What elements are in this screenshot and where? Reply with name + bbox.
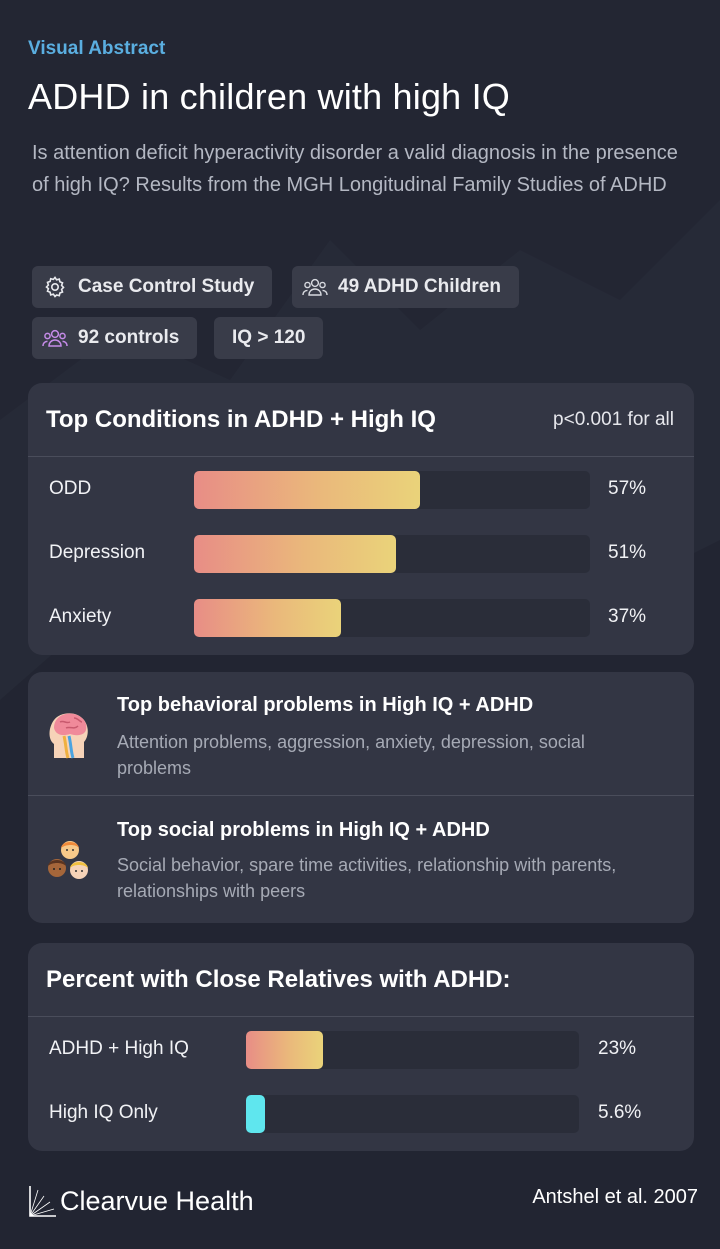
bar-track: [246, 1031, 579, 1069]
conditions-card: Top Conditions in ADHD + High IQ p<0.001…: [28, 383, 694, 655]
bar-track: [194, 471, 590, 509]
bar-value-label: 37%: [608, 606, 647, 627]
section-divider: [28, 795, 694, 796]
eyebrow-label: Visual Abstract: [28, 38, 166, 59]
bar-value-label: 5.6%: [598, 1102, 642, 1123]
problems-card: Top behavioral problems in High IQ + ADH…: [28, 672, 694, 923]
relatives-title: Percent with Close Relatives with ADHD:: [46, 965, 511, 993]
chip-controls: 92 controls: [32, 317, 198, 359]
bar-label: Anxiety: [49, 606, 112, 627]
brand-mark-icon: [29, 1186, 56, 1217]
bar-value-label: 23%: [598, 1038, 637, 1059]
bar-row: ODD 57%: [28, 470, 694, 510]
gear-icon: [42, 274, 68, 300]
conditions-card-header: Top Conditions in ADHD + High IQ p<0.001…: [28, 383, 694, 457]
behavioral-problems-item: Top behavioral problems in High IQ + ADH…: [28, 672, 694, 795]
behavioral-problems-title: Top behavioral problems in High IQ + ADH…: [117, 694, 534, 716]
bar-track: [194, 535, 590, 573]
chip-adhd-children: 49 ADHD Children: [292, 266, 519, 308]
children-icon: [48, 841, 88, 879]
brain-head-icon: [49, 713, 88, 759]
brand-logo: Clearvue Health: [26, 1184, 254, 1218]
citation: Antshel et al. 2007: [532, 1186, 698, 1208]
bar-fill: [194, 535, 396, 573]
relatives-card: Percent with Close Relatives with ADHD: …: [28, 943, 694, 1151]
bar-row: Anxiety 37%: [28, 598, 694, 638]
social-problems-title: Top social problems in High IQ + ADHD: [117, 819, 490, 841]
bar-value-label: 51%: [608, 542, 647, 563]
bar-fill: [194, 599, 341, 637]
bar-row: High IQ Only 5.6%: [28, 1094, 694, 1134]
people-icon: [42, 325, 68, 351]
behavioral-problems-desc: Attention problems, aggression, anxiety,…: [117, 732, 585, 778]
significance-note: p<0.001 for all: [553, 408, 674, 430]
page-title: ADHD in children with high IQ: [28, 76, 510, 117]
bar-row: ADHD + High IQ 23%: [28, 1030, 694, 1070]
social-problems-item: Top social problems in High IQ + ADHD So…: [28, 796, 694, 923]
brand-name: Clearvue Health: [60, 1185, 254, 1216]
bar-value-label: 57%: [608, 478, 647, 499]
chip-study-type: Case Control Study: [32, 266, 273, 308]
bar-label: ODD: [49, 478, 92, 499]
page-subtitle: Is attention deficit hyperactivity disor…: [32, 142, 678, 196]
chip-iq-threshold: IQ > 120: [214, 317, 324, 359]
chip-label: IQ > 120: [232, 327, 306, 348]
bar-row: Depression 51%: [28, 534, 694, 574]
bar-label: ADHD + High IQ: [49, 1038, 189, 1059]
bar-fill: [194, 471, 420, 509]
social-problems-desc: Social behavior, spare time activities, …: [117, 855, 617, 901]
chip-label: 49 ADHD Children: [338, 276, 501, 297]
chip-label: Case Control Study: [78, 276, 255, 297]
bar-track: [194, 599, 590, 637]
relatives-card-header: Percent with Close Relatives with ADHD:: [28, 943, 694, 1017]
conditions-title: Top Conditions in ADHD + High IQ: [46, 405, 436, 433]
bar-fill: [246, 1095, 265, 1133]
bar-fill: [246, 1031, 323, 1069]
people-icon: [302, 274, 328, 300]
bar-label: High IQ Only: [49, 1102, 158, 1123]
chip-label: 92 controls: [78, 327, 180, 348]
bar-track: [246, 1095, 579, 1133]
bar-label: Depression: [49, 542, 146, 563]
